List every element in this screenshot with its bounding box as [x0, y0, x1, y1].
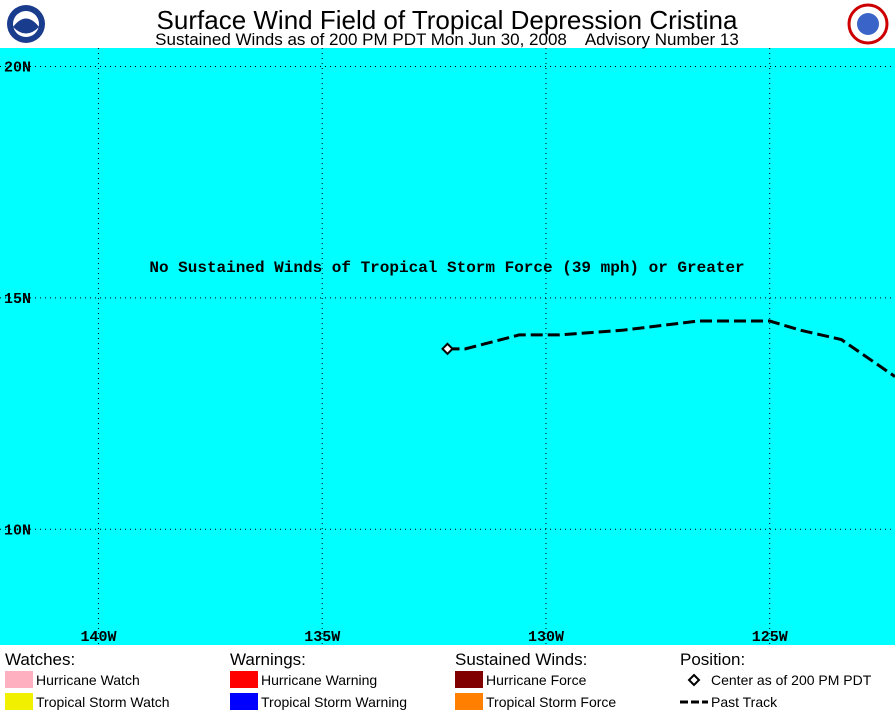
legend-label: Hurricane Force	[486, 672, 587, 688]
legend-label: Past Track	[711, 694, 778, 710]
legend-label: Hurricane Watch	[36, 672, 140, 688]
legend-diamond	[687, 673, 701, 687]
lon-label: 135W	[304, 629, 340, 646]
legend-heading: Sustained Winds:	[455, 650, 587, 669]
note: No Sustained Winds of Tropical Storm For…	[149, 259, 744, 277]
legend-swatch	[230, 671, 258, 688]
lat-label: 15N	[4, 291, 31, 308]
legend-heading: Watches:	[5, 650, 75, 669]
nws-logo	[847, 3, 889, 45]
past-track	[447, 319, 895, 378]
legend-label: Tropical Storm Force	[486, 694, 616, 710]
legend-label: Tropical Storm Warning	[261, 694, 407, 710]
legend-label: Tropical Storm Watch	[36, 694, 170, 710]
title: Surface Wind Field of Tropical Depressio…	[157, 5, 738, 35]
legend-swatch	[230, 693, 258, 710]
legend-heading: Warnings:	[230, 650, 306, 669]
legend-label: Center as of 200 PM PDT	[711, 672, 872, 688]
lon-label: 125W	[752, 629, 788, 646]
lat-label: 10N	[4, 522, 31, 539]
legend-label: Hurricane Warning	[261, 672, 377, 688]
legend-heading: Position:	[680, 650, 745, 669]
center-marker	[441, 342, 454, 356]
legend-swatch	[455, 671, 483, 688]
lat-label: 20N	[4, 60, 31, 77]
legend-swatch	[5, 671, 33, 688]
subtitle: Sustained Winds as of 200 PM PDT Mon Jun…	[155, 30, 739, 49]
noaa-logo	[7, 5, 45, 43]
legend-swatch	[5, 693, 33, 710]
lon-label: 130W	[528, 629, 564, 646]
legend-swatch	[455, 693, 483, 710]
lon-label: 140W	[80, 629, 116, 646]
